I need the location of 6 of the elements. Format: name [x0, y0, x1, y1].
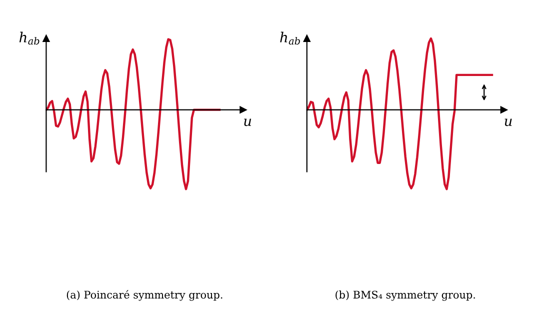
x-axis-title: u — [504, 118, 512, 126]
text: (b) BMS₄ symmetry group. — [336, 290, 475, 301]
y-axis-title: h$_{ab}$ — [19, 32, 40, 45]
x-axis-title: u — [244, 118, 252, 126]
y-axis-title: h$_{ab}$ — [280, 32, 300, 45]
text: (a) Poincaré symmetry group. — [66, 290, 222, 301]
